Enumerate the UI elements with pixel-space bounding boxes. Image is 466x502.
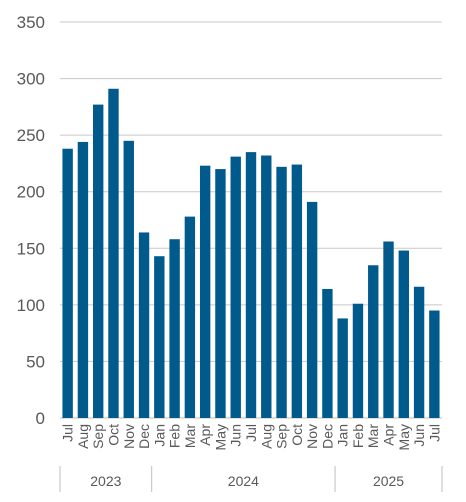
bar <box>93 104 104 418</box>
x-tick-label: Jun <box>411 424 427 447</box>
year-label: 2024 <box>228 473 259 489</box>
x-tick-label: Jan <box>335 424 351 447</box>
bar <box>77 141 89 418</box>
bar <box>138 232 150 418</box>
x-tick-label: Feb <box>167 424 183 448</box>
year-axis: 2023 2024 2025 <box>59 466 443 492</box>
x-tick-label: Dec <box>136 424 152 449</box>
y-tick-label: 350 <box>17 13 45 32</box>
x-tick-label: Mar <box>365 424 381 448</box>
x-tick-label: Sep <box>90 424 106 449</box>
bars <box>62 88 440 419</box>
bar <box>184 216 196 418</box>
x-axis-ticks: Jul Aug Sep Oct Nov Dec Jan Feb Mar Apr May Jun Jul A… <box>60 424 443 451</box>
x-tick-label: May <box>396 424 412 450</box>
x-tick-label: Apr <box>381 424 397 446</box>
bar <box>383 241 394 418</box>
bar <box>398 250 409 418</box>
bar <box>352 303 364 418</box>
x-tick-label: Jul <box>243 424 259 442</box>
x-tick-label: Jul <box>426 424 442 442</box>
x-tick-label: Aug <box>258 424 274 449</box>
y-tick-label: 50 <box>26 352 45 371</box>
x-tick-label: Nov <box>304 424 320 449</box>
bar <box>322 289 333 418</box>
x-tick-label: Feb <box>350 424 366 448</box>
x-tick-label: Oct <box>105 424 121 446</box>
year-label: 2023 <box>90 473 121 489</box>
y-tick-label: 250 <box>17 126 45 145</box>
y-tick-label: 150 <box>17 239 45 258</box>
x-tick-label: Aug <box>75 424 91 449</box>
bar <box>276 166 287 418</box>
bar <box>215 169 226 418</box>
bar <box>108 88 119 419</box>
y-tick-label: 0 <box>36 409 45 428</box>
bar <box>368 265 379 418</box>
bar <box>306 201 318 418</box>
x-tick-label: Jun <box>228 424 244 447</box>
x-tick-label: Mar <box>182 424 198 448</box>
y-tick-label: 100 <box>17 296 45 315</box>
bar <box>154 256 165 418</box>
x-tick-label: Apr <box>197 424 213 446</box>
bar <box>123 140 134 419</box>
bar <box>62 148 73 418</box>
y-tick-label: 300 <box>17 70 45 89</box>
x-tick-label: Dec <box>319 424 335 449</box>
bar <box>413 286 425 418</box>
x-tick-label: May <box>212 424 228 450</box>
y-tick-label: 200 <box>17 183 45 202</box>
bar <box>230 156 241 418</box>
bar <box>169 239 180 418</box>
year-label: 2025 <box>373 473 404 489</box>
y-axis-ticks: 0 50 100 150 200 250 300 350 <box>17 13 45 428</box>
x-tick-label: Nov <box>121 424 137 449</box>
x-tick-label: Jul <box>60 424 76 442</box>
bar <box>199 165 211 418</box>
bar <box>429 310 440 418</box>
bar <box>261 155 272 418</box>
bar <box>291 164 303 418</box>
x-tick-label: Jan <box>151 424 167 447</box>
x-tick-label: Oct <box>289 424 305 446</box>
bar <box>337 318 348 418</box>
bar <box>245 152 257 418</box>
x-tick-label: Sep <box>274 424 290 449</box>
